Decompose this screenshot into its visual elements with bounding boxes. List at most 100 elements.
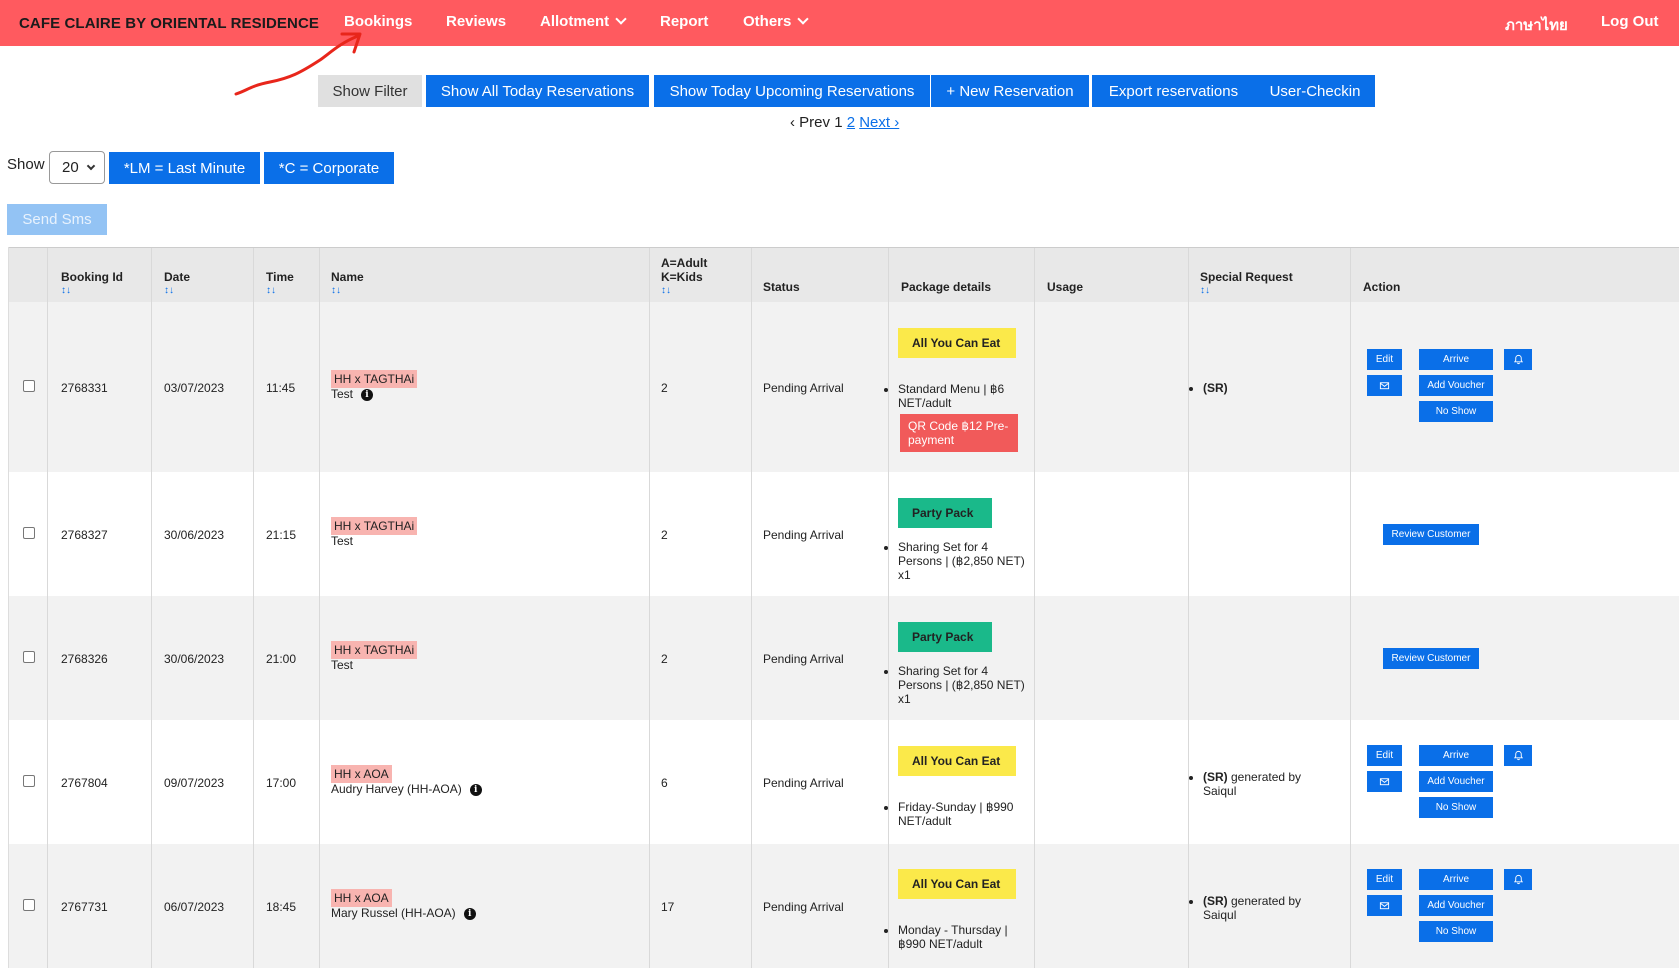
package-badge: All You Can Eat [898,869,1016,899]
page-size-select[interactable]: 20 [49,151,105,184]
header-usage: Usage [1047,280,1084,294]
party-size: 6 [661,776,668,790]
sort-icon[interactable]: ↕↓ [1200,285,1210,296]
no-show-button[interactable]: No Show [1419,797,1493,818]
special-request: (SR) [1189,381,1228,395]
pager-next[interactable]: Next › [859,114,900,131]
row-checkbox[interactable] [23,899,35,911]
arrive-button[interactable]: Arrive [1419,349,1493,370]
party-size: 2 [661,381,668,395]
nav-report[interactable]: Report [660,13,708,30]
row-checkbox[interactable] [23,527,35,539]
sort-icon[interactable]: ↕↓ [661,285,671,296]
no-show-button[interactable]: No Show [1419,921,1493,942]
add-voucher-button[interactable]: Add Voucher [1419,375,1493,396]
envelope-icon[interactable] [1367,895,1402,916]
show-upcoming-button[interactable]: Show Today Upcoming Reservations [654,75,930,107]
info-icon[interactable]: i [469,783,482,796]
show-filter-button[interactable]: Show Filter [318,75,422,107]
row-checkbox[interactable] [23,651,35,663]
no-show-button[interactable]: No Show [1419,401,1493,422]
add-voucher-button[interactable]: Add Voucher [1419,895,1493,916]
booking-status: Pending Arrival [763,776,844,790]
booking-id: 2767804 [61,776,108,790]
column-divider [253,248,254,302]
arrive-button[interactable]: Arrive [1419,869,1493,890]
envelope-icon[interactable] [1367,375,1402,396]
reservations-table: Booking Id ↕↓ Date ↕↓ Time ↕↓ Name ↕↓ A=Adul… [8,247,1679,968]
header-time[interactable]: Time ↕↓ [266,270,294,296]
red-arrow-annotation [234,32,362,96]
nav-bookings[interactable]: Bookings [344,13,412,30]
nav-report-label: Report [660,13,709,30]
booking-date: 03/07/2023 [164,381,225,395]
guest-name: Audry Harvey (HH-AOA) i [331,782,482,796]
table-row: 2768326 30/06/2023 21:00 HH x TAGTHAi Te… [9,596,1679,720]
envelope-icon[interactable] [1367,771,1402,792]
column-divider [1350,248,1351,302]
info-icon[interactable]: i [361,388,374,401]
sort-icon[interactable]: ↕↓ [164,285,174,296]
column-divider [649,248,650,302]
package-badge: Party Pack [898,498,992,528]
bell-icon[interactable] [1504,869,1532,890]
last-minute-legend[interactable]: *LM = Last Minute [109,152,260,184]
booking-time: 18:45 [266,900,297,914]
nav-allotment[interactable]: Allotment [540,13,627,30]
sort-icon[interactable]: ↕↓ [331,285,341,296]
header-time-label: Time [266,270,294,284]
pagination: ‹ Prev 1 2 Next › [790,114,899,131]
sort-icon[interactable]: ↕↓ [61,285,71,296]
header-booking-id[interactable]: Booking Id ↕↓ [61,270,123,296]
guest-name-text: Audry Harvey (HH-AOA) [331,782,462,796]
special-request: (SR) generated by Saiqul [1189,894,1319,922]
new-reservation-button[interactable]: + New Reservation [931,75,1089,107]
header-party[interactable]: A=Adult K=Kids ↕↓ [661,256,707,296]
send-sms-button[interactable]: Send Sms [7,204,107,235]
channel-tag: HH x TAGTHAi [331,641,418,659]
edit-button[interactable]: Edit [1367,349,1402,370]
info-icon[interactable]: i [463,907,476,920]
review-customer-button[interactable]: Review Customer [1383,648,1479,669]
logout-link[interactable]: Log Out [1601,13,1658,30]
table-header: Booking Id ↕↓ Date ↕↓ Time ↕↓ Name ↕↓ A=Adul… [9,247,1679,302]
corporate-legend[interactable]: *C = Corporate [264,152,394,184]
nav-reviews[interactable]: Reviews [446,13,506,30]
header-package: Package details [901,280,992,294]
bell-icon[interactable] [1504,349,1532,370]
header-action: Action [1363,280,1401,294]
party-size: 2 [661,528,668,542]
review-customer-button[interactable]: Review Customer [1383,524,1479,545]
guest-name-text: Mary Russel (HH-AOA) [331,906,456,920]
header-name[interactable]: Name ↕↓ [331,270,364,296]
package-item: Standard Menu | ฿6 NET/adult [898,382,1028,410]
user-checkin-button[interactable]: User-Checkin [1255,75,1375,107]
booking-status: Pending Arrival [763,652,844,666]
column-divider [751,248,752,302]
booking-date: 09/07/2023 [164,776,225,790]
arrive-button[interactable]: Arrive [1419,745,1493,766]
edit-button[interactable]: Edit [1367,869,1402,890]
booking-time: 11:45 [266,381,296,395]
header-special-request[interactable]: Special Request ↕↓ [1200,270,1293,296]
row-checkbox[interactable] [23,775,35,787]
header-date[interactable]: Date ↕↓ [164,270,190,296]
edit-button[interactable]: Edit [1367,745,1402,766]
booking-date: 06/07/2023 [164,900,225,914]
export-reservations-button[interactable]: Export reservations [1092,75,1255,107]
add-voucher-button[interactable]: Add Voucher [1419,771,1493,792]
row-checkbox[interactable] [23,380,35,392]
language-switch[interactable]: ภาษาไทย [1505,13,1568,37]
chevron-down-icon [615,13,627,25]
package-item: Monday - Thursday | ฿990 NET/adult [898,923,1028,951]
nav-others[interactable]: Others [743,13,810,30]
show-all-today-button[interactable]: Show All Today Reservations [426,75,649,107]
guest-name: Mary Russel (HH-AOA) i [331,906,476,920]
bell-icon[interactable] [1504,745,1532,766]
pager-page-2[interactable]: 2 [846,114,856,131]
sort-icon[interactable]: ↕↓ [266,285,276,296]
language-label: ภาษาไทย [1505,17,1568,34]
guest-name: Test i [331,387,374,401]
table-row: 2767804 09/07/2023 17:00 HH x AOA Audry … [9,720,1679,844]
brand-name[interactable]: CAFE CLAIRE BY ORIENTAL RESIDENCE [19,14,319,32]
